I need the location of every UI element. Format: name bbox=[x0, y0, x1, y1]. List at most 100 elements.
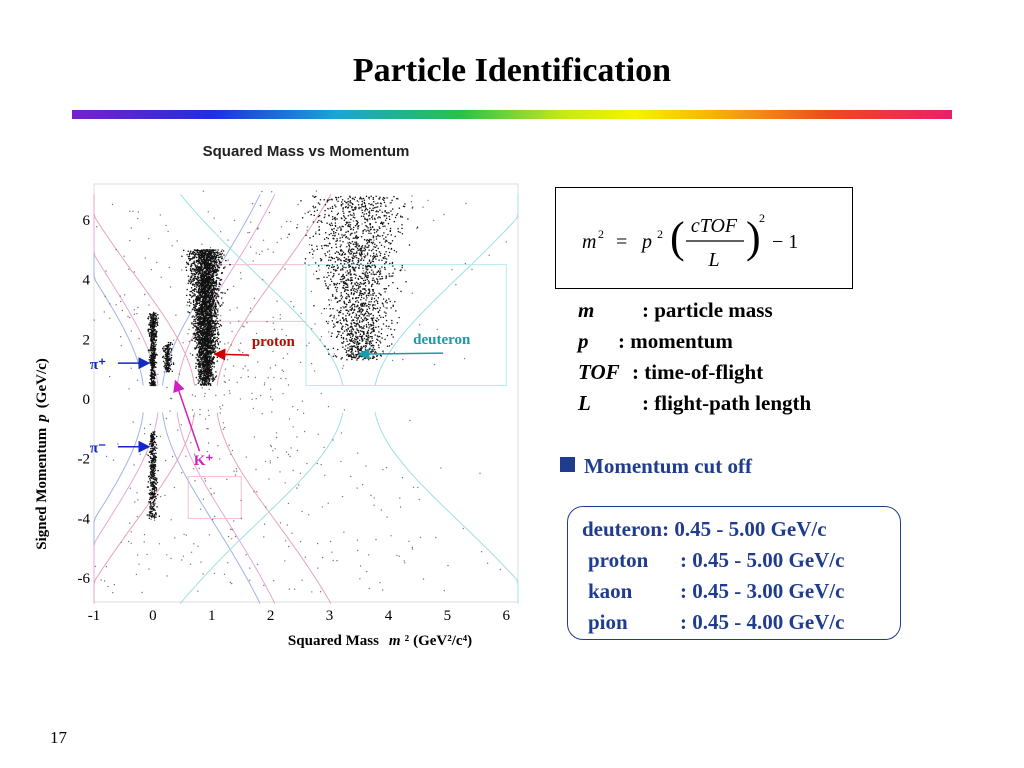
data-point bbox=[352, 341, 355, 344]
data-point bbox=[151, 510, 153, 513]
data-point bbox=[212, 257, 214, 260]
data-point bbox=[151, 506, 153, 508]
data-point bbox=[316, 245, 318, 248]
data-point bbox=[151, 433, 153, 436]
data-point bbox=[151, 493, 153, 496]
data-point bbox=[190, 265, 192, 268]
data-point bbox=[365, 334, 368, 337]
data-point bbox=[390, 275, 392, 277]
data-point bbox=[197, 335, 199, 338]
data-point bbox=[345, 274, 348, 277]
data-point bbox=[150, 378, 152, 381]
data-point bbox=[148, 324, 150, 326]
data-point bbox=[210, 314, 213, 317]
data-point bbox=[224, 292, 226, 294]
data-point bbox=[205, 378, 208, 380]
data-point bbox=[153, 343, 155, 345]
data-point bbox=[359, 329, 362, 332]
data-point bbox=[330, 271, 332, 274]
data-point bbox=[148, 349, 150, 351]
data-point bbox=[167, 366, 169, 369]
negative-cut-box bbox=[187, 476, 242, 519]
data-point bbox=[187, 262, 189, 264]
data-point bbox=[340, 259, 342, 262]
data-point bbox=[371, 297, 373, 299]
data-point bbox=[204, 378, 206, 380]
data-point bbox=[198, 310, 201, 312]
data-point bbox=[147, 318, 150, 320]
data-point bbox=[210, 341, 213, 343]
data-point bbox=[161, 356, 164, 358]
data-point bbox=[354, 267, 356, 269]
data-point bbox=[332, 307, 334, 310]
data-point bbox=[201, 269, 204, 272]
data-point bbox=[210, 344, 212, 346]
data-point bbox=[208, 356, 210, 358]
data-point bbox=[204, 252, 206, 254]
data-point bbox=[211, 346, 213, 349]
data-point bbox=[199, 271, 201, 274]
data-point bbox=[205, 329, 207, 331]
data-point bbox=[344, 253, 347, 255]
data-point bbox=[148, 443, 151, 445]
data-point bbox=[360, 345, 362, 348]
data-point bbox=[198, 370, 200, 373]
data-point bbox=[360, 296, 363, 299]
data-point bbox=[199, 343, 201, 345]
data-point bbox=[196, 248, 199, 251]
data-point bbox=[197, 356, 199, 358]
data-point bbox=[154, 374, 156, 376]
data-point bbox=[205, 266, 207, 269]
data-point bbox=[153, 508, 155, 510]
data-point bbox=[352, 248, 355, 250]
data-point bbox=[195, 326, 198, 328]
data-point bbox=[328, 223, 331, 226]
data-point bbox=[212, 293, 214, 295]
data-point bbox=[224, 266, 226, 268]
data-point bbox=[198, 315, 200, 318]
data-point bbox=[217, 311, 219, 313]
data-point bbox=[207, 360, 209, 362]
data-point bbox=[205, 351, 207, 353]
data-point bbox=[200, 321, 203, 323]
data-point bbox=[218, 325, 221, 328]
data-point bbox=[193, 251, 196, 254]
data-point bbox=[401, 227, 403, 230]
data-point bbox=[150, 492, 153, 494]
data-point bbox=[349, 204, 351, 207]
data-point bbox=[157, 317, 160, 319]
data-point bbox=[372, 204, 374, 207]
data-point bbox=[219, 256, 222, 258]
data-point bbox=[205, 255, 207, 257]
data-point bbox=[206, 258, 209, 260]
data-point bbox=[359, 196, 362, 198]
data-point bbox=[194, 325, 196, 328]
data-point bbox=[198, 375, 200, 378]
data-point bbox=[172, 363, 175, 365]
data-point bbox=[154, 447, 156, 449]
data-point bbox=[393, 249, 396, 252]
data-point bbox=[221, 304, 223, 306]
data-point bbox=[149, 489, 151, 491]
data-point bbox=[166, 364, 168, 366]
data-point bbox=[155, 335, 158, 338]
data-point bbox=[154, 469, 157, 471]
data-point bbox=[204, 319, 206, 321]
data-point bbox=[153, 431, 156, 433]
data-point bbox=[372, 256, 374, 258]
data-point bbox=[211, 334, 214, 336]
data-point bbox=[361, 209, 363, 212]
data-point bbox=[385, 299, 388, 302]
band-curve bbox=[216, 194, 332, 386]
data-point bbox=[212, 287, 215, 289]
data-point bbox=[209, 384, 212, 387]
data-point bbox=[366, 314, 368, 317]
data-point bbox=[223, 267, 225, 270]
data-point bbox=[154, 449, 157, 451]
data-point bbox=[198, 333, 200, 336]
data-point bbox=[150, 331, 152, 334]
data-point bbox=[194, 249, 197, 252]
data-point bbox=[152, 469, 155, 472]
data-point bbox=[370, 284, 373, 286]
data-point bbox=[205, 324, 208, 326]
